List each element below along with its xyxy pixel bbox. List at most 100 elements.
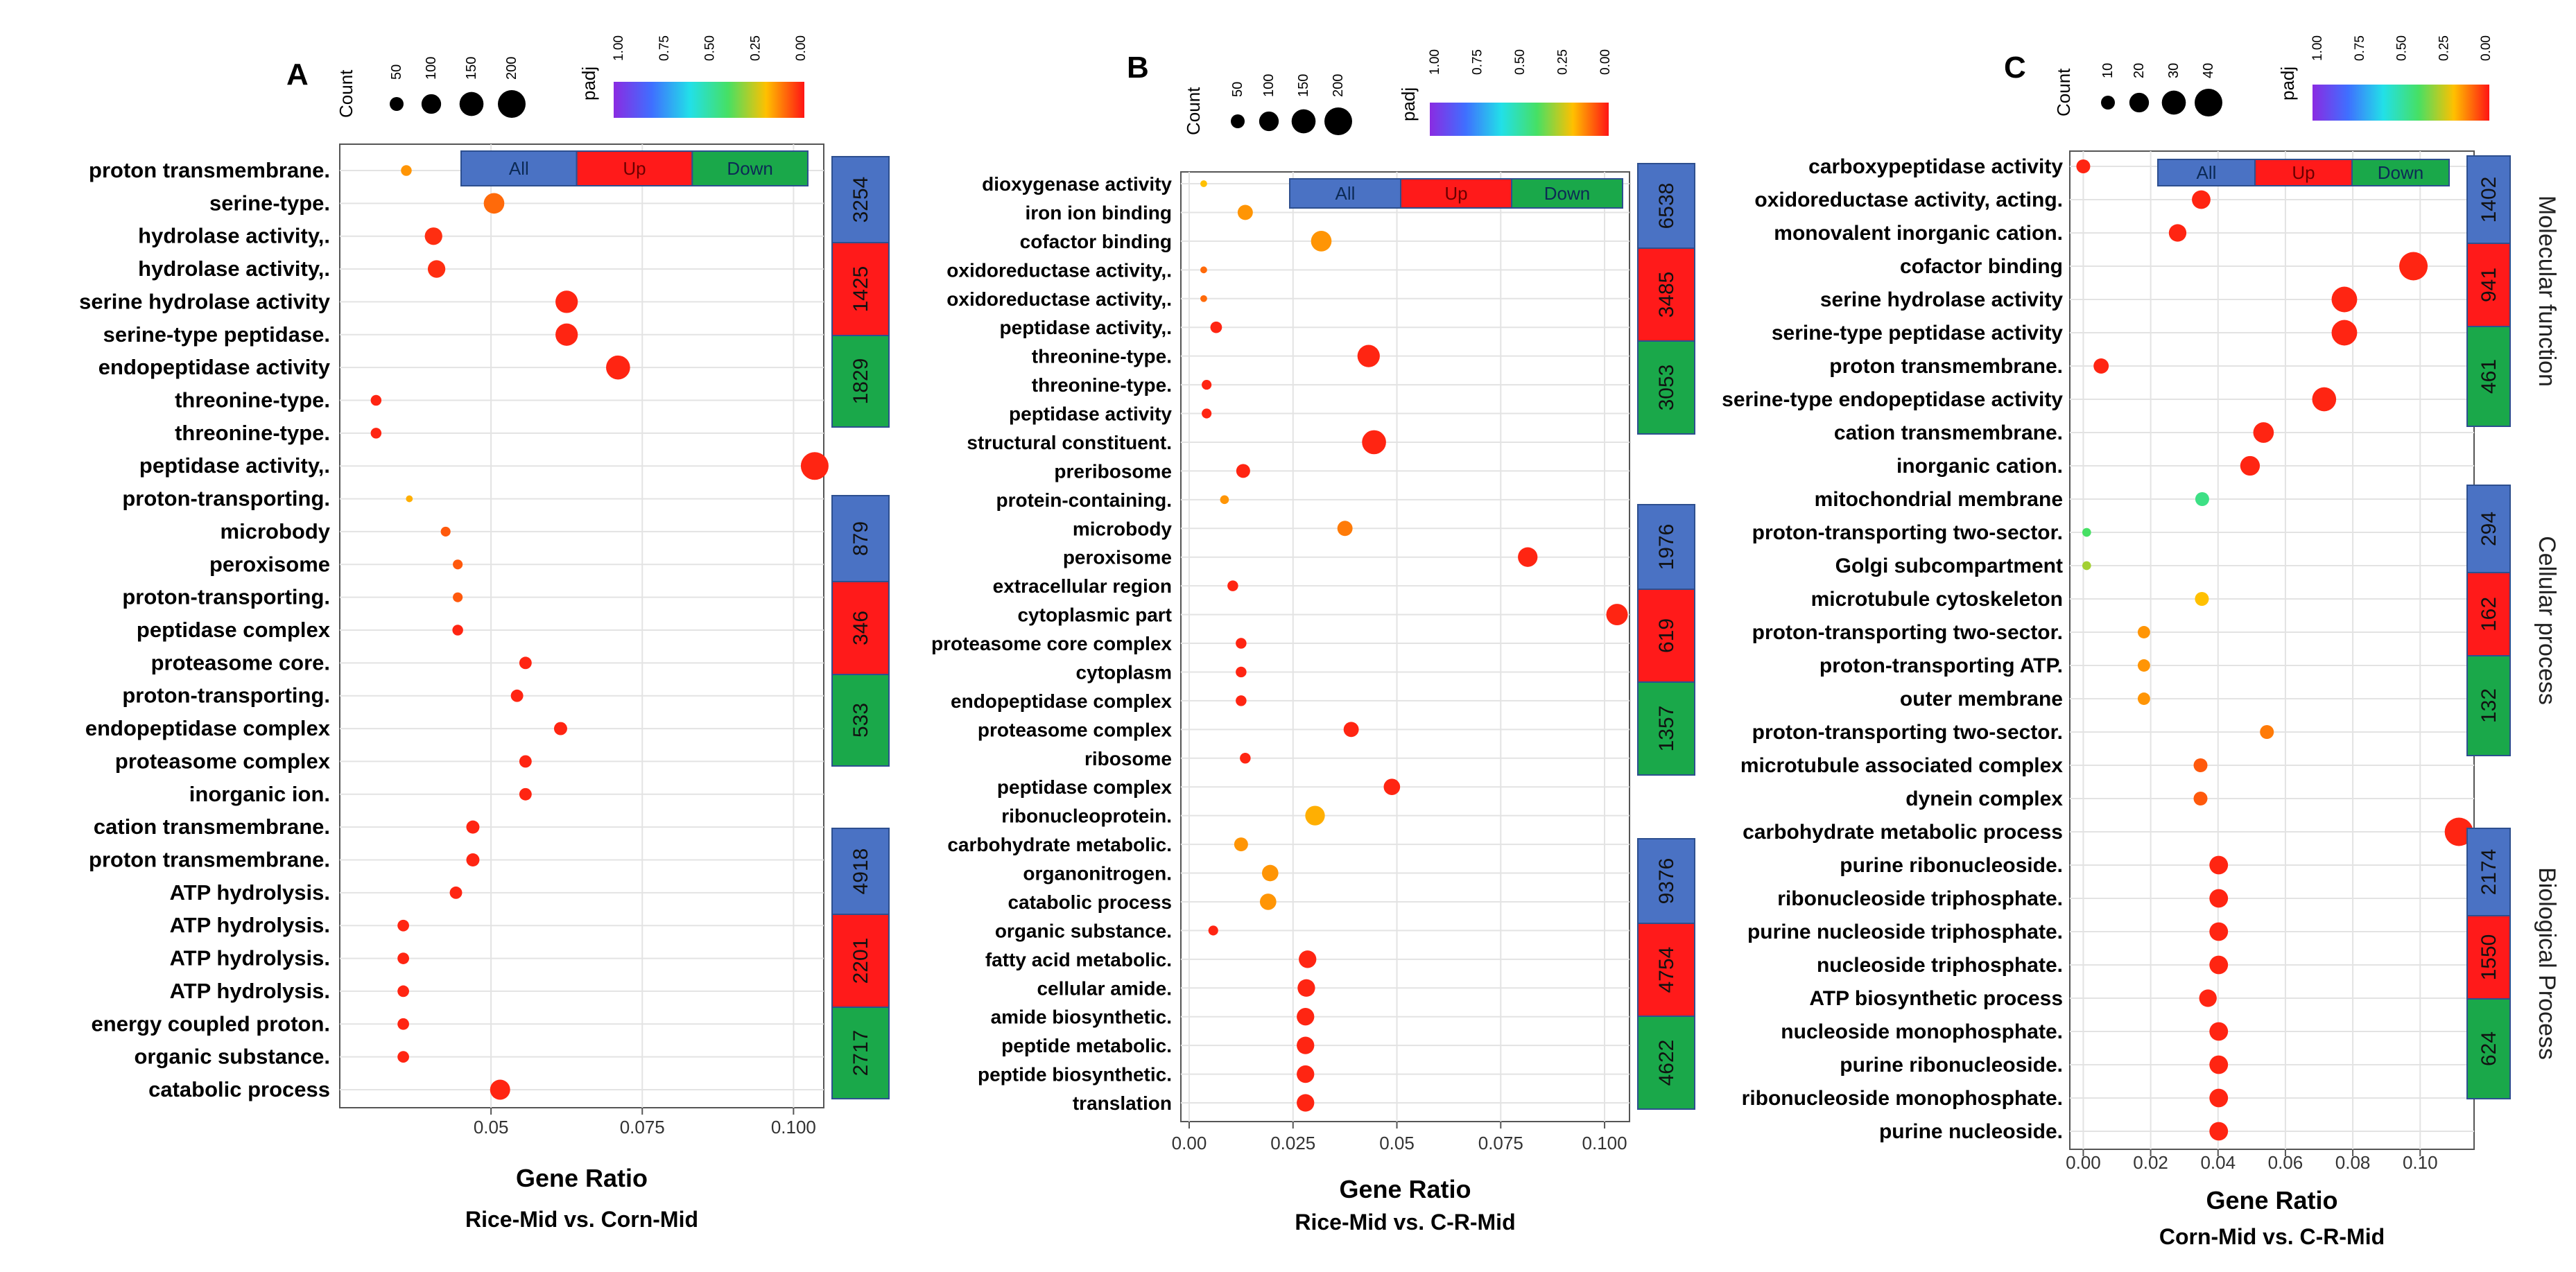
legend-tab-down <box>691 150 809 186</box>
padj-legend-label: 1.00 <box>2310 35 2325 61</box>
legend-tab-down <box>2351 159 2450 186</box>
term-label: microbody <box>1073 518 1173 539</box>
panel-c: C Count 10 20 30 40 padj 1.00 0.75 0.50 0.25 0.00 0.… <box>1722 35 2560 1249</box>
count-legend-label: 100 <box>1261 74 1277 97</box>
data-point <box>2312 387 2337 412</box>
data-point <box>397 952 409 964</box>
term-label: structural constituent. <box>967 432 1172 453</box>
padj-legend-label: 0.75 <box>657 35 672 61</box>
data-point <box>1240 753 1251 764</box>
category-count: 2174 <box>2478 849 2500 896</box>
term-label: purine ribonucleoside. <box>1840 854 2063 877</box>
category-count: 1357 <box>1655 706 1678 752</box>
x-tick-label: 0.075 <box>1478 1133 1523 1153</box>
padj-legend-label: 0.50 <box>2395 35 2410 61</box>
padj-legend-label: 0.50 <box>1513 49 1528 75</box>
term-label: ATP hydrolysis. <box>170 979 330 1003</box>
data-point <box>2209 1055 2229 1074</box>
category-count-cell <box>1637 681 1695 776</box>
term-label: protein-containing. <box>996 489 1172 511</box>
data-point <box>2137 626 2150 638</box>
data-point <box>2195 492 2209 506</box>
term-label: threonine-type. <box>1032 346 1172 367</box>
term-label: microbody <box>221 519 331 543</box>
category-count: 941 <box>2478 268 2500 302</box>
data-point <box>519 755 532 768</box>
term-label: preribosome <box>1054 460 1172 482</box>
term-label: threonine-type. <box>1032 374 1172 396</box>
data-point <box>1202 379 1212 390</box>
category-count: 2717 <box>849 1030 872 1077</box>
data-point <box>1383 778 1401 796</box>
data-point <box>2399 252 2428 281</box>
padj-color-bar <box>2313 85 2489 121</box>
data-point <box>1200 295 1207 302</box>
x-tick-label: 0.02 <box>2133 1152 2168 1173</box>
x-tick-label: 0.04 <box>2200 1152 2236 1173</box>
term-label: proton-transporting two-sector. <box>1752 521 2063 544</box>
data-point <box>397 1051 409 1063</box>
data-point <box>1299 950 1317 968</box>
term-label: oxidoreductase activity,. <box>946 288 1172 310</box>
term-label: carbohydrate metabolic. <box>947 834 1172 855</box>
data-point <box>2209 922 2229 941</box>
plot-area <box>1180 171 1630 1122</box>
term-label: threonine-type. <box>175 421 330 445</box>
data-point <box>555 290 578 313</box>
panel-b: B Count 50 100 150 200 padj 1.00 0.75 0.50 0.25 0.0… <box>931 49 1695 1235</box>
data-point <box>2082 561 2091 570</box>
count-legend-label: 200 <box>1331 74 1346 97</box>
term-label: ATP biosynthetic process <box>1809 987 2063 1010</box>
category-count-cell <box>2466 326 2511 427</box>
term-label: peroxisome <box>209 552 330 576</box>
count-legend-dot <box>1324 107 1352 135</box>
x-tick-label: 0.05 <box>474 1117 509 1138</box>
term-label: proteasome complex <box>115 749 331 773</box>
category-count: 3053 <box>1655 365 1678 411</box>
data-point <box>2209 1022 2229 1041</box>
count-legend-title: Count <box>336 69 356 118</box>
term-label: organonitrogen. <box>1023 863 1172 885</box>
data-point <box>1237 204 1253 220</box>
category-count: 1976 <box>1655 524 1678 570</box>
term-label: organic substance. <box>134 1045 330 1069</box>
category-count: 619 <box>1655 618 1678 653</box>
data-point <box>2209 1122 2229 1141</box>
term-label: serine-type endopeptidase activity <box>1722 388 2063 411</box>
data-point <box>2209 1088 2229 1108</box>
term-label: microtubule associated complex <box>1740 754 2063 777</box>
legend-tab-label: Up <box>623 158 646 179</box>
data-point <box>466 853 480 866</box>
data-point <box>449 886 463 899</box>
panel-letter: A <box>286 58 309 92</box>
term-label: iron ion binding <box>1025 202 1172 223</box>
data-point <box>519 787 532 801</box>
data-point <box>397 919 409 932</box>
data-point <box>1200 180 1207 187</box>
data-point <box>2209 955 2229 975</box>
legend-tab-label: All <box>509 158 529 179</box>
data-point <box>401 165 412 176</box>
data-point <box>2331 320 2358 346</box>
x-tick-label: 0.100 <box>771 1117 816 1138</box>
count-legend-label: 50 <box>1230 82 1245 97</box>
legend-tab-label: Down <box>727 158 772 179</box>
term-label: proton-transporting two-sector. <box>1752 621 2063 644</box>
term-label: proton transmembrane. <box>1829 355 2063 378</box>
category-count: 9376 <box>1655 858 1678 905</box>
padj-legend-title: padj <box>2277 67 2298 101</box>
data-point <box>2137 659 2150 672</box>
category-count: 1829 <box>849 358 872 405</box>
term-label: proton-transporting. <box>122 487 330 511</box>
category-count: 346 <box>849 611 872 645</box>
term-label: cofactor binding <box>1020 231 1172 252</box>
data-point <box>2444 817 2473 846</box>
term-label: proteasome complex <box>978 719 1173 740</box>
term-label: serine hydrolase activity <box>79 289 331 313</box>
data-point <box>466 820 480 834</box>
category-count: 3485 <box>1655 272 1678 318</box>
x-tick-label: 0.075 <box>620 1117 665 1138</box>
legend-tab-up <box>576 150 693 186</box>
data-point <box>2195 592 2209 606</box>
padj-legend-label: 0.25 <box>2437 35 2451 61</box>
